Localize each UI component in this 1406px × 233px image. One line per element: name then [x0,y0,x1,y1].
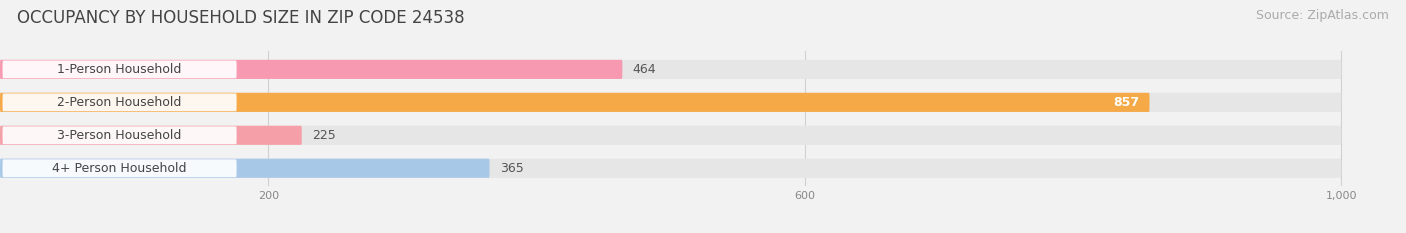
Text: 365: 365 [499,162,523,175]
Text: OCCUPANCY BY HOUSEHOLD SIZE IN ZIP CODE 24538: OCCUPANCY BY HOUSEHOLD SIZE IN ZIP CODE … [17,9,464,27]
FancyBboxPatch shape [0,60,623,79]
FancyBboxPatch shape [0,159,1341,178]
Text: 1-Person Household: 1-Person Household [58,63,181,76]
Text: Source: ZipAtlas.com: Source: ZipAtlas.com [1256,9,1389,22]
FancyBboxPatch shape [0,126,1341,145]
Text: 3-Person Household: 3-Person Household [58,129,181,142]
FancyBboxPatch shape [0,159,489,178]
Text: 857: 857 [1114,96,1139,109]
FancyBboxPatch shape [3,93,236,111]
Text: 225: 225 [312,129,336,142]
FancyBboxPatch shape [0,93,1341,112]
FancyBboxPatch shape [3,159,236,177]
Text: 2-Person Household: 2-Person Household [58,96,181,109]
FancyBboxPatch shape [3,127,236,144]
FancyBboxPatch shape [3,61,236,78]
FancyBboxPatch shape [0,126,302,145]
Text: 464: 464 [633,63,657,76]
FancyBboxPatch shape [0,60,1341,79]
FancyBboxPatch shape [0,93,1150,112]
Text: 4+ Person Household: 4+ Person Household [52,162,187,175]
